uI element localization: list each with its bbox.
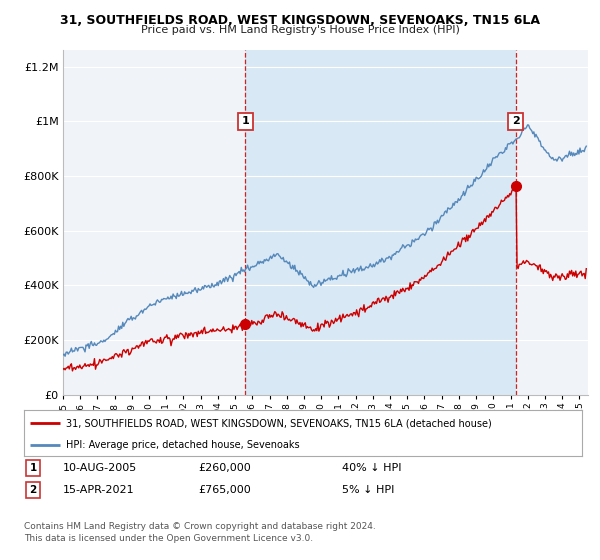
- Text: Price paid vs. HM Land Registry's House Price Index (HPI): Price paid vs. HM Land Registry's House …: [140, 25, 460, 35]
- Text: HPI: Average price, detached house, Sevenoaks: HPI: Average price, detached house, Seve…: [66, 440, 299, 450]
- Text: 1: 1: [29, 463, 37, 473]
- Text: 40% ↓ HPI: 40% ↓ HPI: [342, 463, 401, 473]
- Text: 2: 2: [512, 116, 520, 127]
- Text: 2: 2: [29, 485, 37, 495]
- Text: 31, SOUTHFIELDS ROAD, WEST KINGSDOWN, SEVENOAKS, TN15 6LA: 31, SOUTHFIELDS ROAD, WEST KINGSDOWN, SE…: [60, 14, 540, 27]
- Text: 15-APR-2021: 15-APR-2021: [63, 485, 134, 495]
- Text: £765,000: £765,000: [198, 485, 251, 495]
- Text: 5% ↓ HPI: 5% ↓ HPI: [342, 485, 394, 495]
- Bar: [245, 50, 515, 395]
- Text: Contains HM Land Registry data © Crown copyright and database right 2024.
This d: Contains HM Land Registry data © Crown c…: [24, 522, 376, 543]
- Text: 31, SOUTHFIELDS ROAD, WEST KINGSDOWN, SEVENOAKS, TN15 6LA (detached house): 31, SOUTHFIELDS ROAD, WEST KINGSDOWN, SE…: [66, 418, 491, 428]
- Text: 10-AUG-2005: 10-AUG-2005: [63, 463, 137, 473]
- Text: £260,000: £260,000: [198, 463, 251, 473]
- Text: 1: 1: [242, 116, 250, 127]
